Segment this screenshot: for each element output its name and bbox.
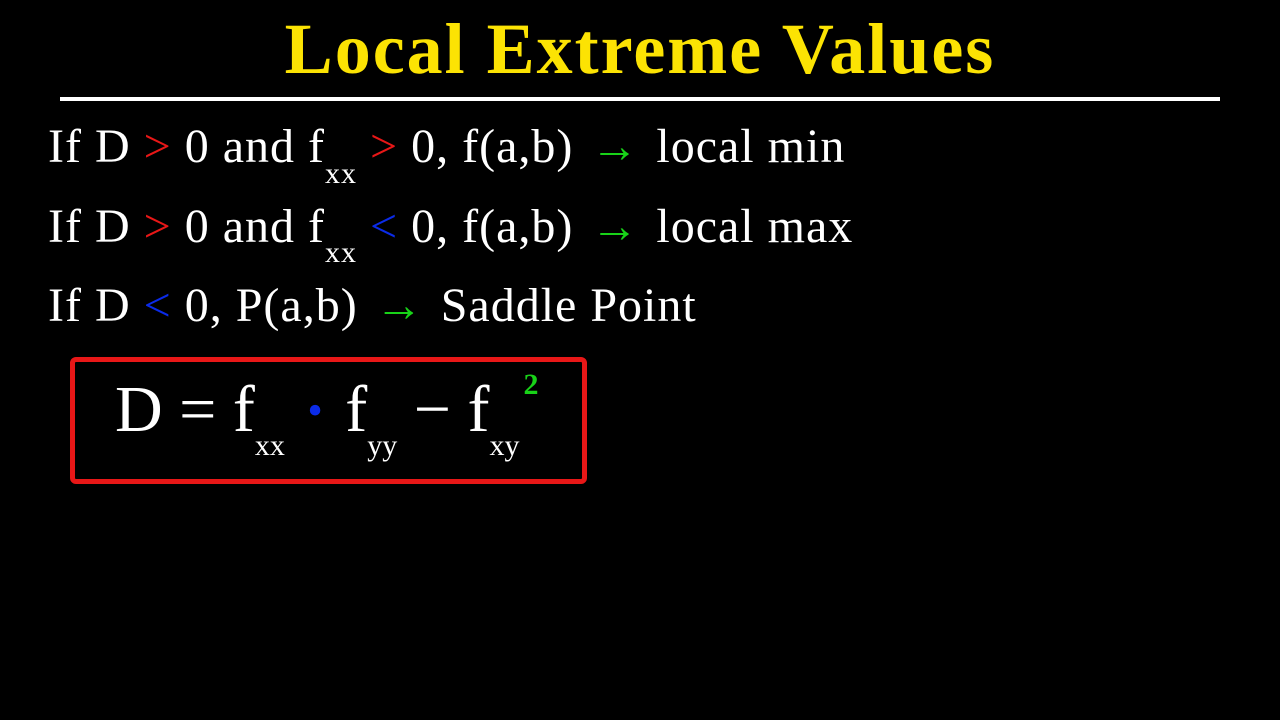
- subscript-xx: xx: [255, 429, 285, 462]
- gt-symbol: >: [370, 120, 398, 173]
- text: Saddle Point: [441, 279, 697, 332]
- gt-symbol: >: [144, 120, 172, 173]
- text: 0, f(a,b): [411, 120, 586, 173]
- text: 0, f(a,b): [411, 200, 586, 253]
- discriminant-formula-box: D = fxx • fyy − fxy2: [70, 357, 587, 484]
- lt-symbol: <: [144, 279, 172, 332]
- arrow-icon: →: [371, 279, 428, 332]
- text: If D: [48, 120, 131, 173]
- lt-symbol: <: [370, 200, 398, 253]
- text: local min: [656, 120, 845, 173]
- page-title: Local Extreme Values: [0, 8, 1280, 91]
- text: If D: [48, 200, 131, 253]
- rule-local-max: If D > 0 and fxx < 0, f(a,b) → local max: [48, 199, 1280, 261]
- text: − f: [414, 373, 490, 446]
- discriminant-formula: D = fxx • fyy − fxy2: [115, 373, 542, 446]
- arrow-icon: →: [586, 120, 643, 173]
- gt-symbol: >: [144, 200, 172, 253]
- text: If D: [48, 279, 131, 332]
- text: 0, P(a,b): [185, 279, 371, 332]
- subscript-xx: xx: [325, 157, 357, 190]
- dot-operator: •: [301, 386, 328, 435]
- rule-saddle-point: If D < 0, P(a,b) → Saddle Point: [48, 278, 1280, 333]
- text: D = f: [115, 373, 255, 446]
- text: f: [345, 373, 367, 446]
- arrow-icon: →: [586, 200, 643, 253]
- text: local max: [656, 200, 853, 253]
- text: 0 and f: [185, 120, 325, 173]
- title-underline: [60, 97, 1220, 101]
- rule-local-min: If D > 0 and fxx > 0, f(a,b) → local min: [48, 119, 1280, 181]
- subscript-yy: yy: [367, 429, 397, 462]
- text: 0 and f: [185, 200, 325, 253]
- subscript-xx: xx: [325, 236, 357, 269]
- subscript-xy: xy: [489, 429, 519, 462]
- superscript-2: 2: [519, 368, 542, 401]
